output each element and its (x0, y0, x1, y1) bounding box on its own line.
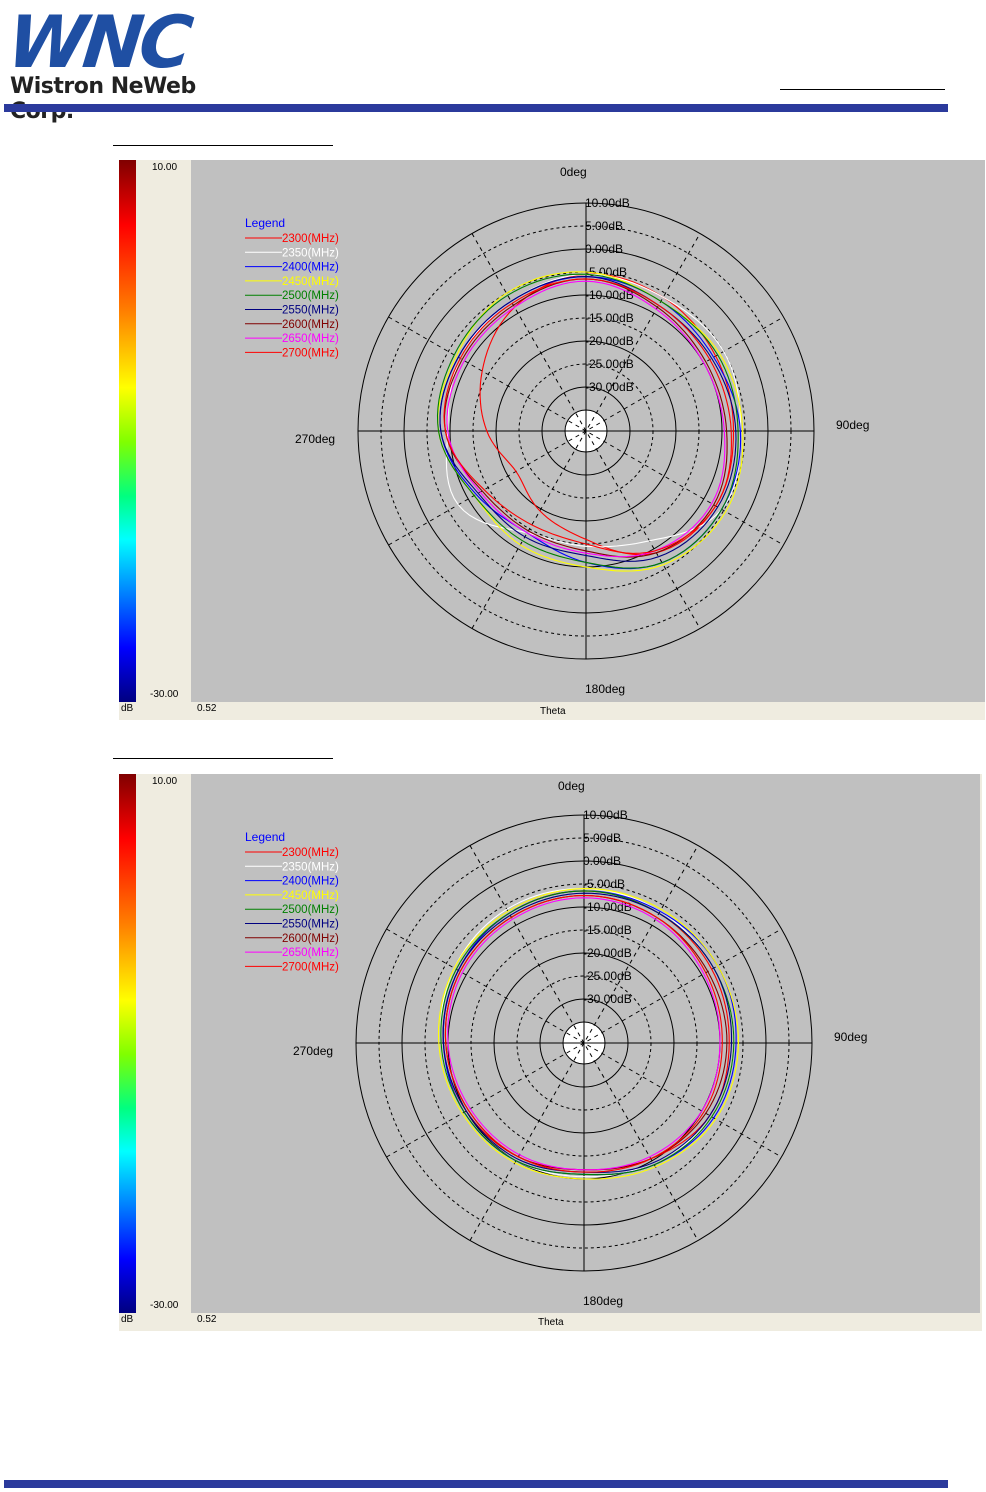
ring-label: -15.00dB (585, 311, 634, 325)
ring-label: -5.00dB (583, 877, 625, 891)
value-label-2: 0.52 (197, 1314, 217, 1325)
ring-label: -10.00dB (585, 288, 634, 302)
ring-label: -10.00dB (583, 900, 632, 914)
axis-title-2: Theta (538, 1317, 564, 1328)
header-band (4, 104, 948, 112)
legend-entry: 2500(MHz) (282, 904, 339, 916)
angle-label-left: 270deg (293, 1044, 333, 1058)
legend-entry: 2550(MHz) (282, 305, 339, 317)
series-curve (444, 894, 723, 1173)
footer-band (4, 1480, 948, 1488)
header-rule (780, 89, 945, 90)
ring-label: -25.00dB (585, 357, 634, 371)
legend-entry: 2400(MHz) (282, 262, 339, 274)
legend-entry: 2550(MHz) (282, 919, 339, 931)
legend-entry: 2350(MHz) (282, 247, 339, 259)
series-curve (443, 278, 732, 554)
colorbar-max-label-1: 10.00 (152, 162, 178, 173)
colorbar-unit-label-2: dB (121, 1314, 134, 1325)
series-curve (479, 273, 735, 556)
wnc-logo: WNC Wistron NeWeb Corp. (4, 0, 253, 124)
ring-label: -25.00dB (583, 969, 632, 983)
series-curve (439, 276, 737, 562)
chart-panel-1: 10.00 -30.00 dB 0.52 Theta 10.00dB 5.00dB… (119, 160, 985, 720)
legend-entry: 2500(MHz) (282, 290, 339, 302)
ring-label: 0.00dB (585, 242, 623, 256)
ring-label: 10.00dB (583, 808, 628, 822)
legend-entry: 2400(MHz) (282, 876, 339, 888)
series-curve (436, 273, 739, 569)
legend-entry: 2300(MHz) (282, 233, 339, 245)
ring-label: 0.00dB (583, 854, 621, 868)
angle-label-top: 0deg (560, 165, 587, 179)
legend-entry: 2450(MHz) (282, 276, 339, 288)
legend-entry: 2600(MHz) (282, 933, 339, 945)
ring-label: -30.00dB (583, 992, 632, 1006)
legend-entry: 2700(MHz) (282, 961, 339, 973)
ring-label: -20.00dB (583, 946, 632, 960)
colorbar-2 (119, 774, 136, 1313)
series-curve (447, 897, 721, 1171)
angle-label-right: 90deg (836, 418, 869, 432)
ring-label: 10.00dB (585, 196, 630, 210)
legend-entry: 2650(MHz) (282, 947, 339, 959)
ring-label: -20.00dB (585, 334, 634, 348)
plot-area-1: 10.00dB 5.00dB 0.00dB -5.00dB -10.00dB -15.00… (191, 160, 985, 702)
legend-entry: 2700(MHz) (282, 347, 339, 359)
logo-mark: WNC (3, 0, 193, 84)
logo-subtitle: Wistron NeWeb Corp. (10, 74, 196, 124)
ring-label: 5.00dB (583, 831, 621, 845)
ring-label: -15.00dB (583, 923, 632, 937)
legend-entry: 2600(MHz) (282, 319, 339, 331)
legend-title: Legend (245, 216, 285, 230)
legend-entry: 2350(MHz) (282, 861, 339, 873)
polar-chart-1: 10.00dB5.00dB0.00dB-5.00dB-10.00dB-15.00… (245, 165, 869, 696)
colorbar-min-label-1: -30.00 (150, 689, 179, 700)
legend-entry: 2450(MHz) (282, 890, 339, 902)
caption-line-1 (113, 145, 333, 146)
angle-label-left: 270deg (295, 432, 335, 446)
plot-area-2: 10.00dB 5.00dB 0.00dB -5.00dB -10.00dB -15.00… (191, 774, 980, 1313)
angle-label-bottom: 180deg (583, 1294, 623, 1308)
series-curve (437, 271, 744, 572)
legend-entry: 2650(MHz) (282, 333, 339, 345)
colorbar-unit-label-1: dB (121, 703, 134, 714)
axis-title-1: Theta (540, 706, 566, 717)
colorbar-max-label-2: 10.00 (152, 776, 178, 787)
ring-label: -30.00dB (585, 380, 634, 394)
value-label-1: 0.52 (197, 703, 217, 714)
angle-label-right: 90deg (834, 1030, 867, 1044)
colorbar-1 (119, 160, 136, 702)
series-curve (437, 888, 739, 1180)
colorbar-min-label-2: -30.00 (150, 1300, 179, 1311)
caption-line-2 (113, 758, 333, 759)
angle-label-bottom: 180deg (585, 682, 625, 696)
ring-label: 5.00dB (585, 219, 623, 233)
series-curve (443, 278, 728, 558)
legend-entry: 2300(MHz) (282, 847, 339, 859)
series-curve (446, 280, 726, 558)
legend-title: Legend (245, 830, 285, 844)
polar-chart-2: 10.00dB 5.00dB 0.00dB -5.00dB -10.00dB -15.00… (245, 779, 867, 1308)
angle-label-top: 0deg (558, 779, 585, 793)
chart-panel-2: 10.00 -30.00 dB 0.52 Theta 10.00dB 5.00dB… (119, 774, 982, 1331)
